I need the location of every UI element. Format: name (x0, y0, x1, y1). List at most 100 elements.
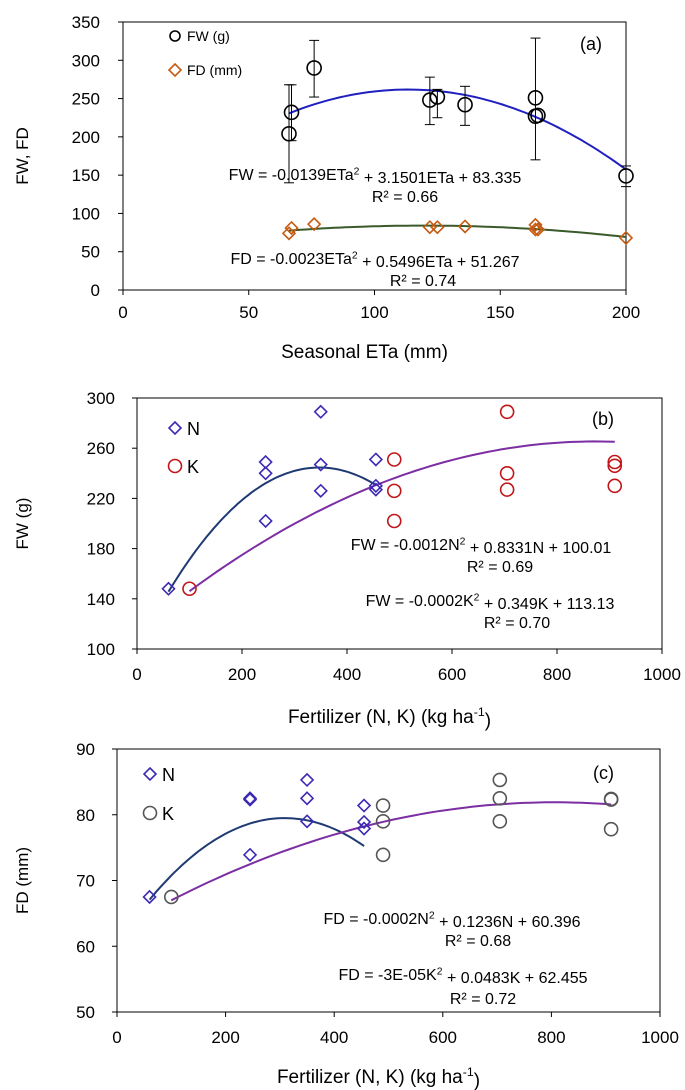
legend-marker (167, 458, 183, 474)
text-run: FW = -0.0002K (366, 593, 474, 610)
data-point (313, 483, 328, 499)
data-point (299, 791, 315, 806)
trendline (188, 440, 615, 593)
x-tick-label: 600 (438, 665, 466, 684)
legend-label: N (162, 765, 175, 785)
x-tick-label: 0 (118, 303, 127, 322)
r-squared-annotation: R² = 0.72 (450, 991, 516, 1008)
data-point (492, 791, 508, 806)
legend-marker (167, 420, 183, 436)
superscript: 2 (354, 166, 360, 177)
x-axis-label: Fertilizer (N, K) (kg ha-1) (288, 705, 491, 731)
panel-label: (a) (580, 34, 602, 54)
y-tick-label: 260 (87, 439, 115, 458)
y-axis-label: FD (mm) (13, 847, 32, 914)
data-point (603, 792, 619, 807)
y-tick-label: 140 (87, 590, 115, 609)
data-point (422, 92, 438, 108)
y-tick-label: 80 (76, 806, 95, 825)
x-tick-label: 400 (333, 665, 361, 684)
x-tick-label: 0 (132, 665, 141, 684)
text-run: + 0.349K + 113.13 (479, 596, 614, 613)
data-point (607, 454, 623, 470)
text-run: FD = -3E-05K (338, 967, 437, 984)
x-axis-label: Seasonal ETa (mm) (281, 342, 448, 363)
data-point (161, 581, 176, 596)
plot-area-border (136, 397, 663, 650)
text-run: FD = -0.0023ETa (230, 251, 352, 268)
data-point (528, 222, 543, 237)
text-run: ) (485, 711, 491, 732)
legend-marker (142, 805, 158, 821)
x-tick-label: 200 (211, 1028, 239, 1047)
legend-label: N (187, 419, 200, 439)
data-point (313, 404, 328, 419)
data-point (386, 483, 402, 499)
data-point (499, 465, 515, 481)
y-tick-label: 250 (72, 90, 100, 109)
data-point (386, 513, 402, 529)
text-run: FW = -0.0139ETa (229, 167, 354, 184)
y-axis-label: FW (g) (13, 498, 32, 550)
legend-label: K (162, 804, 174, 824)
data-point (618, 168, 634, 184)
data-point (242, 847, 258, 862)
legend-marker (167, 62, 183, 78)
panel-label: (b) (592, 409, 614, 429)
x-tick-label: 0 (112, 1028, 121, 1047)
data-point (457, 96, 473, 113)
y-tick-label: 100 (87, 640, 115, 659)
text-run: + 0.8331N + 100.01 (465, 540, 611, 557)
equation-annotation: FW = -0.0012N2 + 0.8331N + 100.01 (351, 536, 612, 557)
y-tick-label: 220 (87, 489, 115, 508)
data-point (429, 89, 446, 105)
x-tick-label: 50 (239, 303, 258, 322)
chart-panel-a: 0 50 100 150 200 0 50 100 150 200 250 300 350 Seasona… (13, 13, 640, 363)
r-squared-annotation: R² = 0.68 (445, 933, 511, 950)
data-point (368, 478, 384, 493)
equation-annotation: FW = -0.0139ETa2 + 3.1501ETa + 83.335 (229, 166, 522, 187)
data-point (368, 452, 384, 467)
text-run: + 0.0483K + 62.455 (443, 970, 588, 987)
y-tick-label: 60 (76, 937, 95, 956)
superscript: 2 (429, 910, 435, 921)
data-point (499, 482, 515, 497)
superscript: -1 (474, 705, 485, 719)
data-point (618, 230, 634, 246)
data-point (530, 222, 546, 237)
trendline (288, 224, 627, 238)
data-point (527, 90, 544, 106)
x-tick-label: 600 (429, 1028, 457, 1047)
trendline (170, 801, 612, 902)
data-point (356, 798, 372, 813)
y-tick-label: 70 (76, 872, 95, 891)
data-point (375, 814, 391, 829)
superscript: 2 (352, 250, 358, 261)
legend-label: K (187, 457, 199, 477)
data-point (258, 466, 273, 481)
y-tick-label: 200 (72, 128, 100, 147)
data-point (258, 513, 273, 529)
superscript: 2 (474, 592, 480, 603)
r-squared-annotation: R² = 0.74 (390, 273, 456, 290)
panel-label: (c) (593, 763, 614, 783)
data-point (313, 457, 328, 472)
y-tick-label: 50 (76, 1003, 95, 1022)
x-axis-label: Fertilizer (N, K) (kg ha-1) (277, 1065, 480, 1090)
data-point (430, 220, 445, 235)
legend-label: FD (mm) (187, 62, 242, 78)
text-run: + 3.1501ETa + 83.335 (359, 170, 521, 187)
data-point (603, 821, 619, 837)
text-run: FD = -0.0002N (323, 911, 428, 928)
data-point (281, 125, 297, 142)
r-squared-annotation: R² = 0.69 (467, 559, 533, 576)
data-point (607, 478, 623, 494)
x-tick-label: 1000 (641, 1028, 679, 1047)
data-point (386, 452, 402, 467)
legend-marker (169, 30, 181, 42)
x-tick-label: 800 (543, 665, 571, 684)
text-run: FW = -0.0012N (351, 537, 460, 554)
data-point (492, 814, 508, 829)
data-point (457, 219, 473, 234)
legend-label: FW (g) (187, 28, 230, 44)
